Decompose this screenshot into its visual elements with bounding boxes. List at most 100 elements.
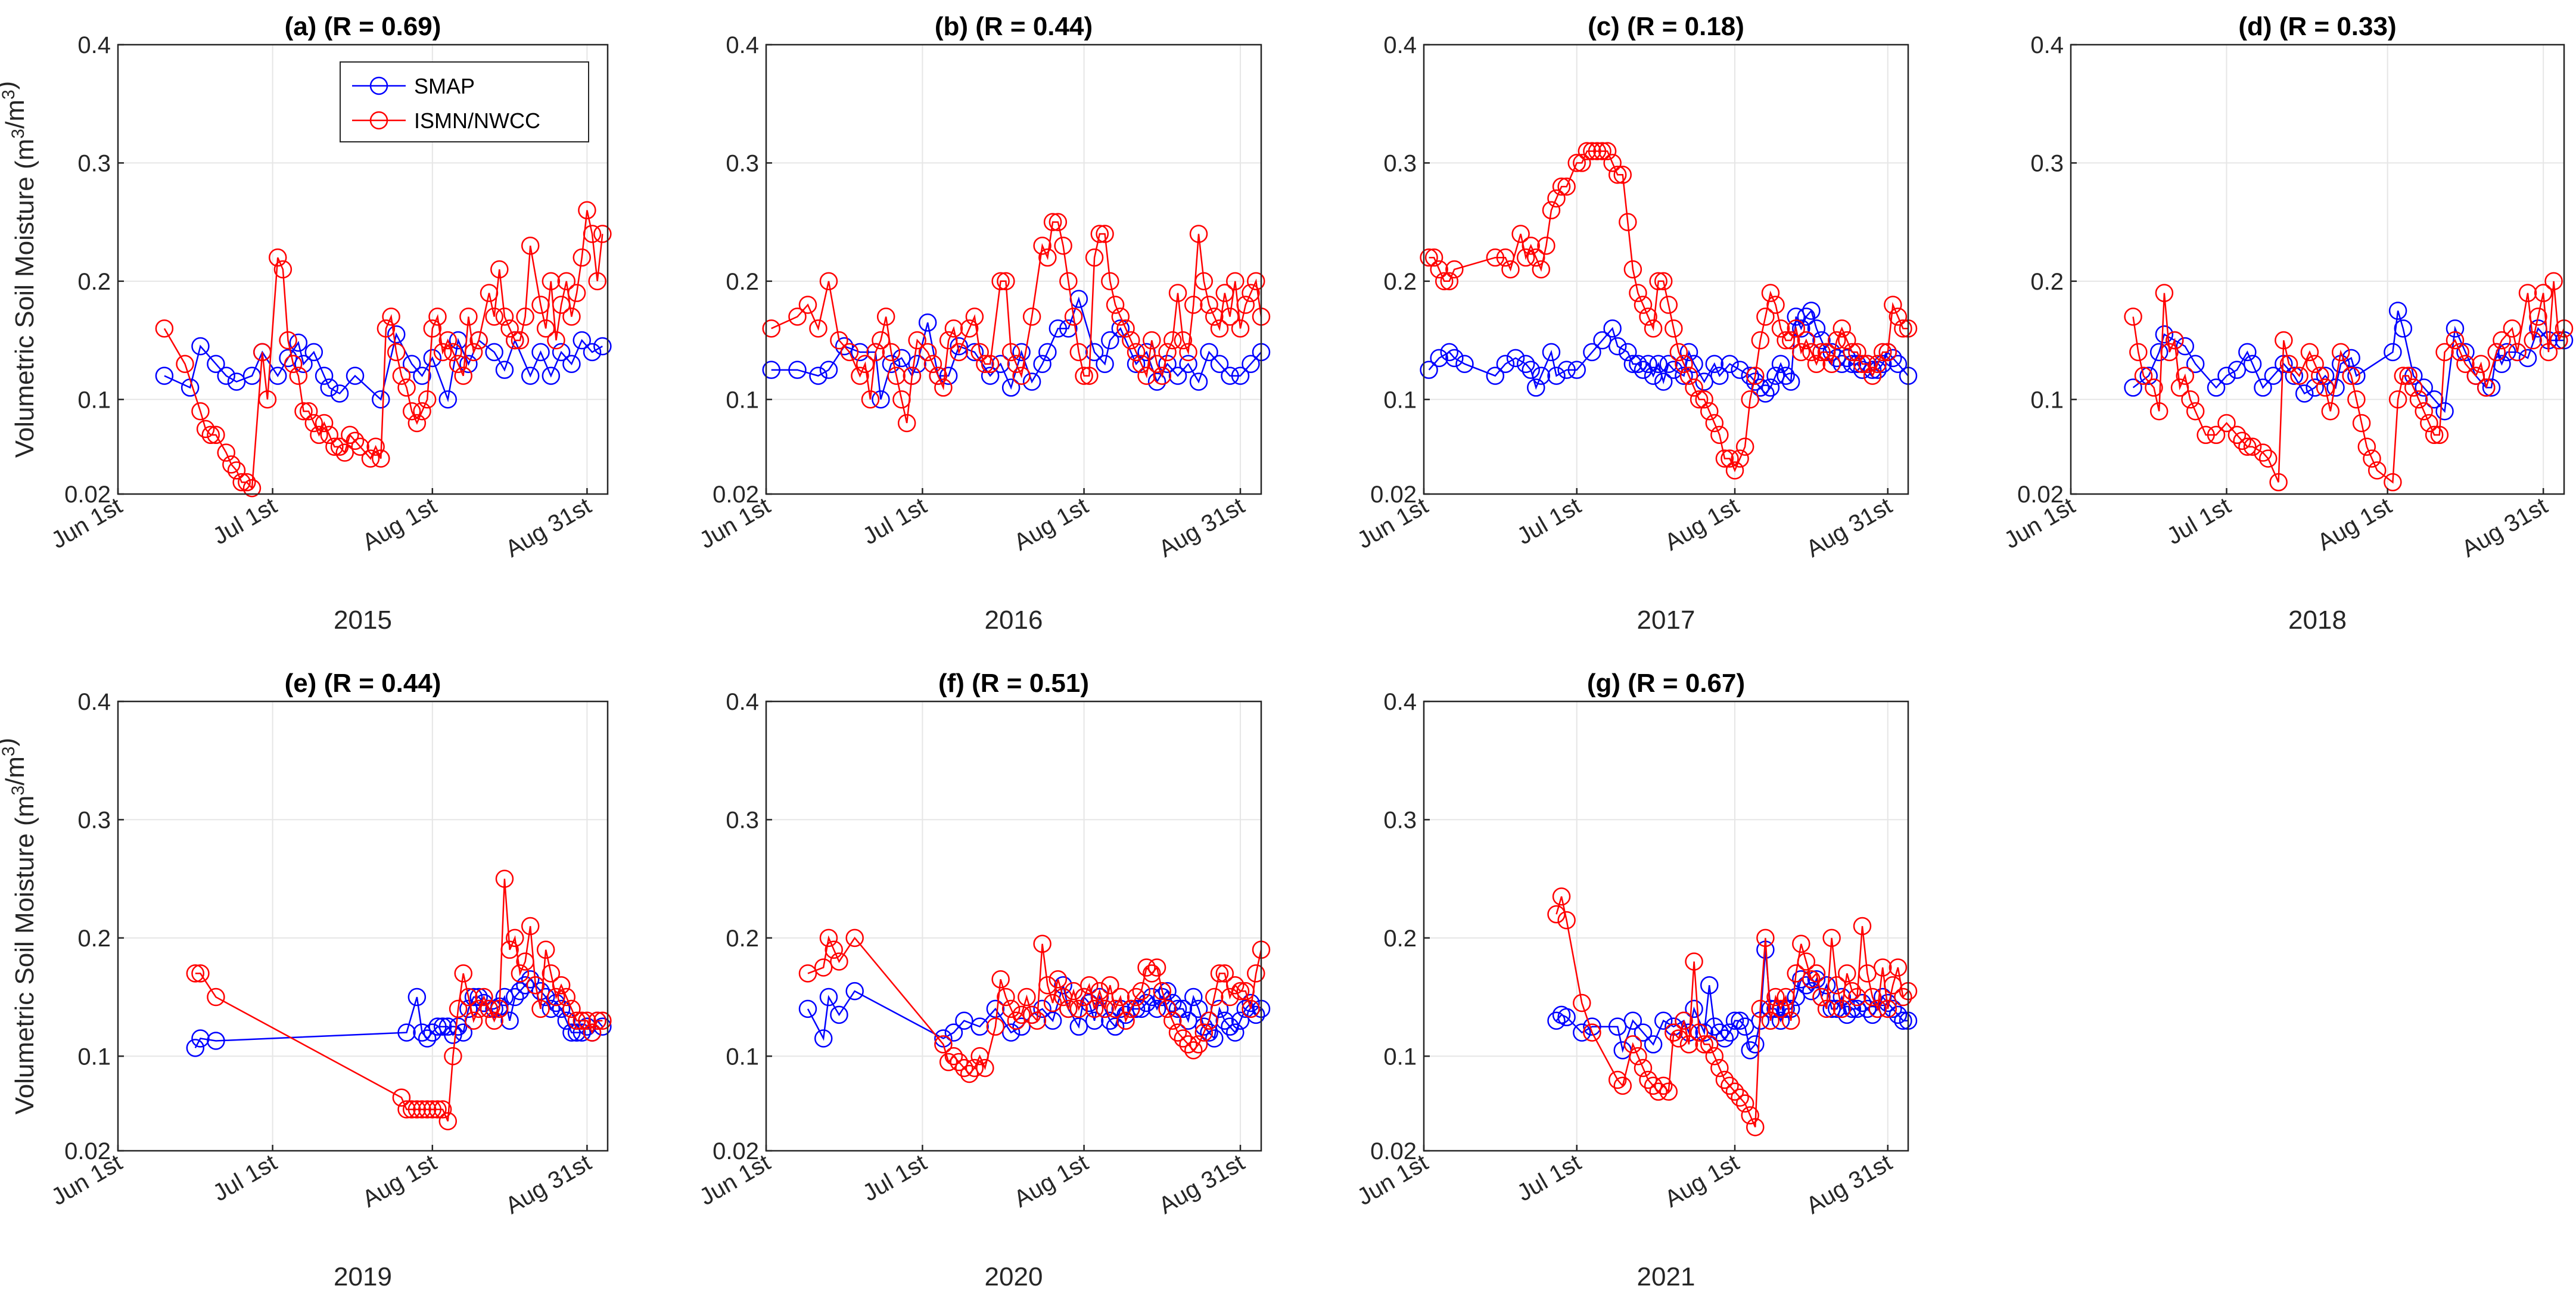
data-point <box>1069 343 1088 362</box>
data-point <box>1644 1076 1663 1095</box>
data-point <box>1725 461 1744 480</box>
data-point <box>1802 343 1821 362</box>
data-point <box>500 940 519 959</box>
data-point <box>1822 355 1841 373</box>
data-point <box>1756 928 1775 948</box>
data-point <box>207 355 225 373</box>
y-tick-label: 0.1 <box>726 387 759 413</box>
data-point <box>1822 999 1841 1018</box>
data-point <box>2311 367 2329 385</box>
data-point <box>1101 331 1119 350</box>
data-point <box>1200 1023 1218 1042</box>
series-smap <box>1547 940 1918 1060</box>
data-point <box>762 361 780 379</box>
data-point <box>407 987 427 1007</box>
data-point <box>1792 319 1810 338</box>
plot-area <box>1424 701 1908 1151</box>
data-point <box>1889 308 1908 326</box>
y-tick-label: 0.4 <box>1383 32 1417 58</box>
series-line <box>164 332 603 403</box>
x-tick-label: Jul 1st <box>1513 1150 1585 1207</box>
data-point <box>361 449 380 468</box>
data-point <box>1552 177 1571 196</box>
data-point <box>1623 355 1642 373</box>
data-point <box>851 343 869 362</box>
data-point <box>1168 999 1187 1018</box>
series-ismn-nwcc <box>186 869 612 1131</box>
y-tick-label: 0.4 <box>726 689 759 715</box>
data-point <box>939 1052 958 1072</box>
data-point <box>588 272 606 291</box>
data-point <box>258 390 277 409</box>
data-point <box>1583 142 1601 160</box>
data-point <box>2482 378 2501 397</box>
data-point <box>1226 272 1245 291</box>
data-point <box>1822 928 1841 948</box>
data-point <box>1746 1118 1765 1136</box>
data-point <box>222 455 241 474</box>
plot-area <box>1424 45 1908 494</box>
data-point <box>1116 319 1135 338</box>
data-point <box>1174 331 1193 350</box>
data-point <box>480 284 499 302</box>
data-point <box>155 367 174 385</box>
data-point <box>1532 367 1551 385</box>
data-point <box>315 367 334 385</box>
data-point <box>2446 331 2465 350</box>
data-point <box>418 1100 437 1119</box>
data-point <box>1205 308 1224 326</box>
data-point <box>593 225 612 243</box>
data-point <box>1884 296 1902 314</box>
y-axis-label: Volumetric Soil Moisture (m3/m3) <box>0 81 39 458</box>
data-point <box>1247 1005 1265 1024</box>
data-point <box>284 355 303 373</box>
data-point <box>1012 343 1031 362</box>
data-point <box>1889 355 1908 373</box>
y-tick-label: 0.3 <box>1383 150 1417 176</box>
data-point <box>418 390 437 409</box>
data-point <box>762 319 780 338</box>
data-point <box>2275 331 2293 350</box>
series-ismn-nwcc <box>155 201 612 498</box>
data-point <box>1644 1035 1663 1054</box>
y-tick-label: 0.2 <box>1383 926 1417 952</box>
data-point <box>1705 355 1724 373</box>
data-point <box>2466 367 2485 385</box>
data-point <box>2425 426 2444 445</box>
data-point <box>423 1100 442 1119</box>
data-point <box>1583 1023 1601 1042</box>
data-point <box>2409 390 2428 409</box>
data-point <box>593 337 612 356</box>
data-point <box>366 437 385 456</box>
data-point <box>1532 260 1551 279</box>
data-point <box>1756 384 1775 403</box>
data-point <box>1884 999 1902 1018</box>
data-point <box>1731 449 1749 468</box>
data-point <box>1496 248 1515 267</box>
data-point <box>1158 982 1177 1001</box>
y-tick-label: 0.4 <box>77 32 111 58</box>
data-point <box>903 367 922 385</box>
data-point <box>1792 970 1810 989</box>
data-point <box>1189 372 1208 391</box>
data-point <box>1215 964 1234 983</box>
x-tick-label: Aug 31st <box>501 493 596 563</box>
data-point <box>500 1011 519 1030</box>
data-point <box>1158 343 1177 362</box>
data-point <box>516 952 534 971</box>
data-point <box>872 331 890 350</box>
data-point <box>1629 284 1647 302</box>
data-point <box>1116 1011 1135 1030</box>
data-point <box>1033 934 1051 954</box>
data-point <box>1827 331 1846 350</box>
data-point <box>294 355 313 373</box>
data-point <box>1629 1047 1647 1066</box>
data-point <box>330 437 349 456</box>
data-point <box>1522 237 1540 255</box>
data-point <box>1001 1023 1021 1042</box>
data-point <box>1028 1011 1047 1030</box>
data-point <box>1567 154 1586 172</box>
data-point <box>1085 248 1104 267</box>
data-point <box>1069 1017 1088 1036</box>
data-point <box>567 1011 586 1030</box>
